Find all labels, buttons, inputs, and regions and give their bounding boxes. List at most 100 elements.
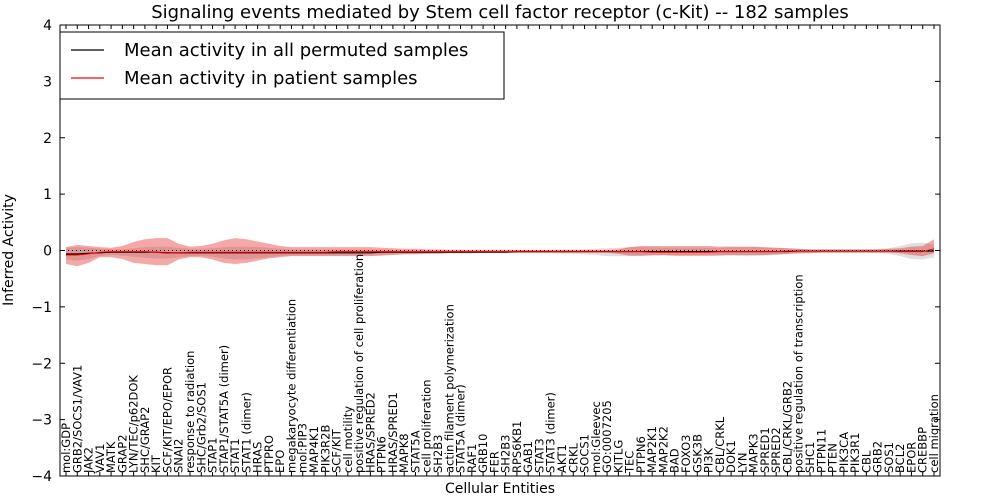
y-axis-label: Inferred Activity: [1, 194, 17, 306]
x-category-label: DOK1: [724, 440, 738, 473]
x-category-label: PTPN6: [375, 436, 389, 473]
x-category-label: SPRED1: [758, 427, 772, 473]
x-category-label: HRAS: [251, 442, 265, 473]
x-category-label: STAT1: [228, 438, 242, 473]
legend-box: [59, 31, 505, 100]
x-category-label: CBL/CRKL: [713, 416, 727, 473]
x-category-label: GSK3B: [690, 434, 704, 473]
x-category-label: EPO: [273, 450, 287, 473]
legend: Mean activity in all permuted samples Me…: [59, 31, 505, 100]
x-category-label: SOS1: [882, 442, 896, 473]
y-tick-label: −3: [31, 413, 52, 429]
x-category-label: response to radiation: [183, 351, 197, 473]
x-category-label: HRAS/SPRED1: [386, 392, 400, 473]
line-patient-samples: [66, 248, 935, 256]
y-tick-label: −4: [31, 469, 52, 485]
x-category-label: STAT3 (dimer): [544, 392, 558, 473]
x-category-label: CREBBP: [916, 427, 930, 473]
x-category-label: CBL: [859, 450, 873, 473]
x-category-label: SH2B3: [431, 435, 445, 473]
x-category-label: CBL/CRKL/GRB2: [781, 381, 795, 473]
x-category-label: KIT: [149, 454, 163, 473]
y-tick-label: 3: [43, 74, 52, 90]
x-category-label: mol:GDP: [59, 423, 73, 473]
x-category-label: SHC1: [803, 442, 817, 473]
x-category-label: SCF/KIT: [330, 428, 344, 473]
x-category-label: RPS6KB1: [510, 421, 524, 473]
x-category-label: HRAS/SPRED2: [363, 392, 377, 473]
x-category-label: GRB2/SOCS1/VAV1: [70, 365, 84, 473]
x-category-label: RAF1: [465, 444, 479, 473]
x-category-label: mol:PIP3: [296, 423, 310, 473]
x-category-label: MAPK3: [747, 433, 761, 473]
x-category-label: cell migration: [927, 394, 941, 473]
y-tick-label: −1: [31, 300, 52, 316]
x-category-label: STAP1: [206, 437, 220, 473]
x-category-label: GRAP2: [115, 434, 129, 473]
x-category-label: SPRED2: [769, 427, 783, 473]
x-category-label: MAP2K1: [645, 426, 659, 473]
x-category-label: PIK3CA: [837, 432, 851, 473]
x-category-label: PIK3R1: [848, 433, 862, 474]
x-category-label: SNAI2: [172, 439, 186, 473]
x-category-label: SH2B3: [499, 435, 513, 473]
x-category-label: MATK: [104, 441, 118, 473]
x-category-label: actin filament polymerization: [442, 304, 456, 473]
x-category-label: SOCS1: [578, 434, 592, 473]
x-category-label: STAT5A: [409, 430, 423, 473]
series-lines: [66, 248, 935, 256]
legend-label-permuted: Mean activity in all permuted samples: [124, 40, 468, 61]
x-category-label: CRKL: [566, 442, 580, 473]
x-category-label: GAB1: [521, 441, 535, 473]
x-category-label: FER: [487, 451, 501, 473]
y-tick-label: 2: [43, 131, 52, 147]
x-category-label: PTPN11: [814, 429, 828, 473]
x-category-label: PI3K: [702, 447, 716, 473]
x-category-label: positive regulation of cell proliferatio…: [352, 254, 366, 473]
x-category-label: FOXO3: [679, 435, 693, 473]
y-tick-label: 1: [43, 187, 52, 203]
x-category-label: LYN/TEC/p62DOK: [127, 375, 141, 473]
x-category-label: STAT1 (dimer): [239, 392, 253, 473]
x-category-label: PTPRO: [262, 435, 276, 473]
x-category-label: VAV1: [93, 444, 107, 473]
chart-title: Signaling events mediated by Stem cell f…: [151, 2, 849, 23]
y-tick-label: 0: [43, 244, 52, 260]
x-category-label: positive regulation of transcription: [792, 274, 806, 473]
x-category-label: JAK2: [82, 447, 96, 474]
y-tick-label: −2: [31, 356, 52, 372]
x-axis-label: Cellular Entities: [445, 481, 555, 497]
legend-label-patient: Mean activity in patient samples: [124, 68, 418, 89]
x-category-label: LYN: [735, 452, 749, 473]
x-axis-ticks: mol:GDPGRB2/SOCS1/VAV1JAK2VAV1MATKGRAP2L…: [59, 25, 941, 476]
x-category-label: PTEN: [826, 443, 840, 473]
x-category-label: BAD: [668, 448, 682, 473]
x-category-label: STAP1/STAT5A (dimer): [217, 345, 231, 473]
x-category-label: MAP4K1: [307, 426, 321, 473]
x-category-label: GRB10: [476, 434, 490, 473]
x-category-label: PIK3R2B: [318, 425, 332, 473]
plot-frame: [59, 24, 941, 477]
x-category-label: SCF/KIT/EPO/EPOR: [161, 367, 175, 473]
x-category-label: PTPN6: [634, 436, 648, 473]
y-tick-label: 4: [43, 18, 52, 34]
x-category-label: GO:0007205: [600, 400, 614, 473]
x-category-label: MAP2K2: [657, 426, 671, 473]
x-category-label: GRB2: [871, 441, 885, 473]
x-category-label: SHC/GRAP2: [138, 407, 152, 473]
x-category-label: STAT3: [533, 438, 547, 473]
x-category-label: cell proliferation: [420, 379, 434, 473]
x-category-label: BCL2: [893, 444, 907, 473]
x-category-label: STAT5A (dimer): [454, 384, 468, 473]
x-category-label: EPOR: [905, 442, 919, 473]
x-category-label: SHC/Grb2/SOS1: [194, 382, 208, 473]
y-axis-ticks: −4 −3 −2 −1 0 1 2 3 4: [31, 18, 940, 485]
x-category-label: MAPK8: [397, 433, 411, 473]
x-category-label: KITLG: [611, 440, 625, 473]
x-category-label: cell motility: [341, 406, 355, 473]
x-category-label: AKT1: [555, 444, 569, 473]
x-category-label: TEC: [623, 451, 637, 474]
x-category-label: megakaryocyte differentiation: [285, 299, 299, 473]
x-category-label: mol:Gleevec: [589, 401, 603, 473]
